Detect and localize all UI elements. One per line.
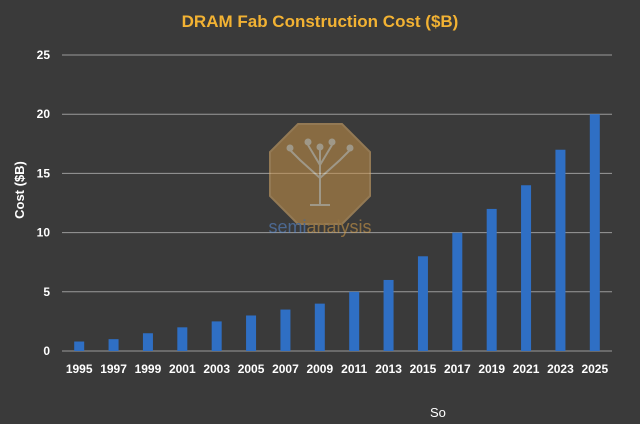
x-tick-label: 2009 (306, 362, 333, 376)
x-tick-label: 2007 (272, 362, 299, 376)
x-tick-label: 1999 (135, 362, 162, 376)
bar-2009 (314, 303, 325, 351)
x-tick-label: 2021 (513, 362, 540, 376)
x-tick-label: 1997 (100, 362, 127, 376)
bar-2011 (349, 291, 360, 351)
bar-2023 (555, 149, 566, 351)
bar-2025 (589, 114, 600, 351)
bar-2021 (521, 185, 532, 351)
x-tick-label: 2013 (375, 362, 402, 376)
y-axis-label: Cost ($B) (12, 161, 27, 219)
source-note: So (430, 405, 446, 420)
x-tick-label: 2005 (238, 362, 265, 376)
semianalysis-logo-watermark: semianalysis (268, 123, 372, 237)
x-tick-label: 2011 (341, 362, 367, 376)
y-tick-label: 5 (43, 285, 50, 299)
y-tick-label: 25 (37, 48, 51, 62)
chart-title: DRAM Fab Construction Cost ($B) (182, 12, 459, 31)
x-tick-label: 2017 (444, 362, 471, 376)
tree-icon (286, 138, 354, 206)
bar-2019 (486, 208, 497, 351)
bar-2015 (417, 256, 428, 351)
bar-2003 (211, 321, 222, 351)
bar-2017 (452, 232, 463, 351)
y-tick-label: 10 (37, 226, 51, 240)
x-tick-label: 2025 (581, 362, 608, 376)
x-tick-label: 2015 (410, 362, 437, 376)
x-tick-label: 2001 (169, 362, 196, 376)
bar-2013 (383, 279, 394, 351)
y-tick-label: 0 (43, 344, 50, 358)
x-tick-label: 1995 (66, 362, 93, 376)
bar-1997 (108, 339, 119, 351)
bar-2007 (280, 309, 291, 351)
bar-1999 (142, 333, 153, 351)
x-tick-label: 2019 (478, 362, 505, 376)
bar-2001 (177, 327, 188, 351)
y-axis-ticks: 0 5 10 15 20 25 (37, 48, 51, 358)
y-tick-label: 20 (37, 107, 51, 121)
x-tick-label: 2003 (203, 362, 230, 376)
bar-1995 (74, 341, 85, 351)
y-tick-label: 15 (37, 166, 51, 180)
watermark-text: semianalysis (268, 217, 371, 237)
bar-2005 (246, 315, 257, 351)
bars (74, 114, 600, 351)
x-tick-label: 2023 (547, 362, 574, 376)
x-axis-ticks: 1995 1997 1999 2001 2003 2005 2007 2009 2011 2013… (66, 362, 609, 376)
